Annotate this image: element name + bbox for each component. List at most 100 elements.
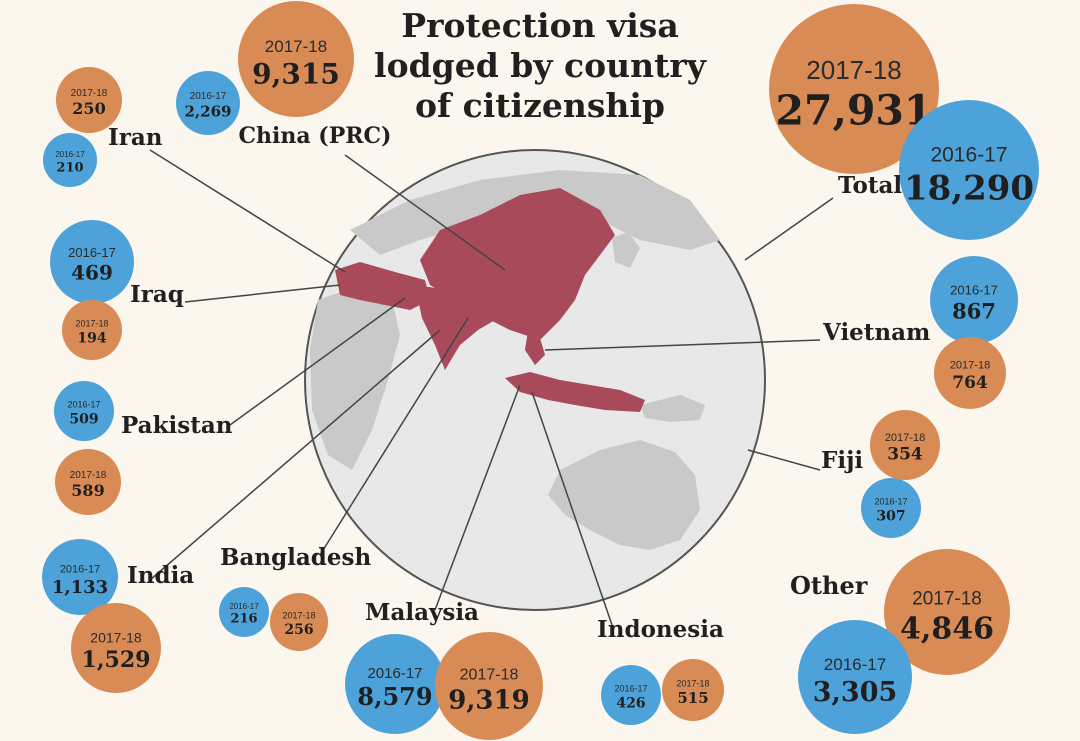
bubble-value-label: 509 xyxy=(69,412,98,428)
leader-vietnam xyxy=(544,339,821,351)
bubble-pakistan-2016-17: 2016-17 509 xyxy=(54,381,114,441)
bubble-circle xyxy=(934,337,1006,409)
country-label-bangladesh: Bangladesh xyxy=(220,544,371,571)
bubble-year-label: 2017-18 xyxy=(75,318,108,328)
bubble-circle xyxy=(769,4,939,174)
bubble-china-prc-2016-17: 2016-172,269 xyxy=(176,71,240,135)
leader-total xyxy=(744,197,834,261)
country-label-malaysia: Malaysia xyxy=(365,599,479,626)
bubble-circle xyxy=(345,634,445,734)
bubble-year-label: 2016-17 xyxy=(930,144,1007,167)
bubble-value-label: 27,931 xyxy=(776,87,933,135)
bubble-value-label: 867 xyxy=(952,298,996,323)
leader-fiji xyxy=(747,449,821,471)
country-label-fiji: Fiji xyxy=(821,447,863,474)
title-line-2: lodged by country xyxy=(374,46,706,85)
bubble-circle xyxy=(55,449,121,515)
bubble-year-label: 2017-18 xyxy=(676,678,709,688)
bubble-circle xyxy=(42,539,118,615)
bubble-year-label: 2016-17 xyxy=(190,91,227,102)
leader-india xyxy=(149,329,441,581)
bubble-fiji-2016-17: 2016-17 307 xyxy=(861,478,921,538)
bubble-value-label: 9,315 xyxy=(252,57,340,90)
bubble-value-label: 764 xyxy=(952,373,988,393)
bubble-year-label: 2017-18 xyxy=(90,630,142,646)
landmass-europe-africa xyxy=(310,285,400,470)
bubble-circle xyxy=(870,410,940,480)
bubble-malaysia-2017-18: 2017-18 9,319 xyxy=(435,632,543,740)
bubble-value-label: 2,269 xyxy=(185,102,232,120)
bubble-year-label: 2016-17 xyxy=(55,150,85,159)
bubble-year-label: 2017-18 xyxy=(70,470,107,481)
country-labels: Total Other Malaysia China (PRC) India Vietna… xyxy=(108,123,930,643)
leader-pakistan xyxy=(229,297,406,426)
country-label-pakistan: Pakistan xyxy=(121,412,233,439)
title-line-3: of citizenship xyxy=(414,86,665,125)
bubble-value-label: 469 xyxy=(71,261,113,285)
bubble-indonesia-2016-17: 2016-17 426 xyxy=(601,665,661,725)
landmass-papua xyxy=(640,395,705,422)
leader-lines xyxy=(149,149,834,626)
bubble-layer: 2017-1827,9312016-1718,2902017-184,84620… xyxy=(42,1,1039,740)
leader-bangladesh xyxy=(319,317,469,556)
bubble-circle xyxy=(43,133,97,187)
country-label-indonesia: Indonesia xyxy=(597,616,724,643)
leader-indonesia xyxy=(531,391,613,626)
country-label-china-prc: China (PRC) xyxy=(239,123,392,149)
bubble-china-prc-2017-18: 2017-189,315 xyxy=(238,1,354,117)
leader-malaysia xyxy=(434,384,521,611)
country-label-vietnam: Vietnam xyxy=(822,319,930,346)
bubble-value-label: 194 xyxy=(77,331,106,347)
bubble-india-2016-17: 2016-17 1,133 xyxy=(42,539,118,615)
bubble-circle xyxy=(238,1,354,117)
bubble-value-label: 1,133 xyxy=(52,577,108,598)
bubble-circle xyxy=(798,620,912,734)
bubble-year-label: 2016-17 xyxy=(68,245,116,260)
highlight-vietnam xyxy=(525,330,545,365)
bubble-year-label: 2017-18 xyxy=(71,88,108,99)
bubble-value-label: 1,529 xyxy=(82,647,151,673)
country-label-iraq: Iraq xyxy=(130,281,184,308)
bubble-value-label: 8,579 xyxy=(357,682,432,711)
bubble-year-label: 2016-17 xyxy=(874,496,907,506)
bubble-circle xyxy=(270,593,328,651)
bubble-value-label: 515 xyxy=(677,689,708,707)
bubble-circle xyxy=(219,587,269,637)
bubble-year-label: 2016-17 xyxy=(60,563,100,575)
bubble-circle xyxy=(435,632,543,740)
bubble-value-label: 589 xyxy=(71,481,104,500)
bubble-value-label: 426 xyxy=(616,696,645,712)
bubble-year-label: 2017-18 xyxy=(282,611,315,621)
bubble-iraq-2017-18: 2017-18 194 xyxy=(62,300,122,360)
leader-iran xyxy=(149,149,346,273)
bubble-circle xyxy=(601,665,661,725)
bubble-value-label: 307 xyxy=(876,509,905,525)
title-line-1: Protection visa xyxy=(401,6,679,45)
bubble-year-label: 2017-18 xyxy=(885,432,925,444)
bubble-value-label: 210 xyxy=(56,160,83,175)
bubble-value-label: 9,319 xyxy=(448,686,529,716)
highlight-india-bangladesh xyxy=(415,285,495,370)
bubble-circle xyxy=(50,220,134,304)
country-label-other: Other xyxy=(790,571,868,600)
chart-title: Protection visa lodged by country of cit… xyxy=(372,6,708,126)
highlight-malaysia-indonesia xyxy=(505,372,645,412)
bubble-year-label: 2016-17 xyxy=(229,602,259,611)
bubble-india-2017-18: 2017-181,529 xyxy=(71,603,161,693)
bubble-circle xyxy=(861,478,921,538)
bubble-circle xyxy=(176,71,240,135)
country-label-total: Total xyxy=(838,172,902,199)
bubble-value-label: 18,290 xyxy=(904,168,1034,208)
bubble-circle xyxy=(71,603,161,693)
map-globe xyxy=(304,149,766,611)
